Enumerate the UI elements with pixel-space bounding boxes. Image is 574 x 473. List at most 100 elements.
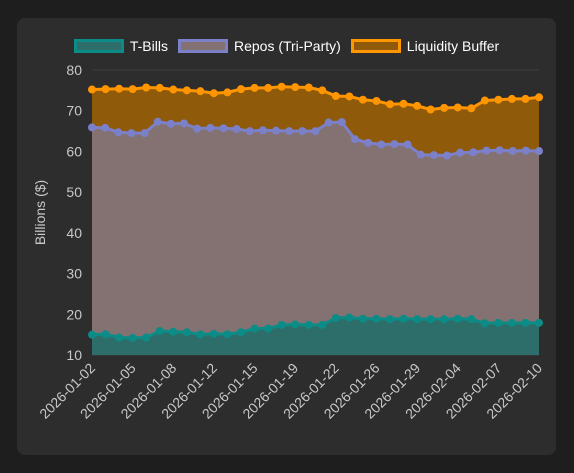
data-point (166, 119, 175, 128)
data-point (223, 88, 232, 97)
data-point (101, 85, 110, 94)
legend-item-liquidity-buffer[interactable]: Liquidity Buffer (350, 38, 499, 54)
legend-label-t-bills: T-Bills (129, 38, 168, 54)
data-point (196, 330, 205, 339)
data-point (372, 96, 381, 105)
data-point (223, 330, 232, 339)
area-1 (92, 121, 539, 338)
y-tick-label: 60 (66, 143, 82, 159)
data-point (440, 315, 449, 324)
data-point (237, 85, 245, 94)
data-point (469, 148, 478, 157)
data-point (291, 320, 300, 329)
data-point (304, 320, 313, 329)
legend-item-repos[interactable]: Repos (Tri-Party) (177, 38, 341, 54)
data-point (264, 83, 273, 92)
data-point (114, 128, 123, 137)
area-2 (92, 86, 539, 156)
data-point (372, 314, 381, 323)
data-point (386, 315, 394, 324)
data-point (467, 104, 476, 113)
data-point (115, 84, 124, 93)
data-point (399, 99, 408, 108)
data-point (426, 105, 435, 114)
data-point (140, 129, 149, 138)
data-point (209, 329, 218, 338)
legend-label-repos: Repos (Tri-Party) (233, 38, 341, 54)
data-point (413, 101, 422, 110)
data-point (101, 123, 110, 132)
legend-swatch-repos (177, 39, 228, 53)
data-point (318, 86, 327, 95)
data-point (285, 127, 294, 136)
data-point (153, 117, 162, 126)
data-point (88, 123, 96, 132)
y-tick-label: 40 (66, 225, 82, 241)
data-point (494, 318, 503, 327)
data-point (482, 146, 491, 155)
data-point (298, 127, 307, 136)
data-point (456, 148, 465, 157)
data-point (331, 92, 340, 101)
y-tick-label: 20 (66, 306, 82, 322)
data-point (115, 333, 124, 342)
data-point (250, 83, 259, 92)
data-point (232, 125, 241, 134)
data-point (182, 86, 191, 95)
data-point (237, 328, 245, 337)
data-point (494, 95, 503, 104)
y-tick-label: 80 (66, 62, 82, 78)
data-point (507, 318, 516, 327)
data-point (318, 320, 327, 329)
data-point (535, 93, 543, 102)
data-point (429, 151, 438, 160)
data-point (142, 333, 151, 342)
data-point (350, 135, 359, 144)
y-tick-label: 10 (66, 347, 82, 363)
data-point (206, 123, 215, 132)
data-point (209, 89, 218, 98)
series-line-2 (91, 85, 540, 111)
data-point (245, 127, 254, 136)
data-point (264, 324, 273, 333)
data-point (453, 103, 462, 112)
data-point (521, 318, 530, 327)
area-0 (92, 317, 539, 355)
data-point (390, 140, 399, 149)
data-point (403, 140, 412, 149)
legend-swatch-t-bills (73, 39, 124, 53)
data-point (258, 126, 267, 135)
data-point (304, 83, 313, 92)
data-point (101, 330, 110, 339)
data-point (324, 118, 333, 127)
legend-swatch-liquidity-buffer (350, 39, 401, 53)
data-point (521, 146, 530, 155)
legend-item-t-bills[interactable]: T-Bills (73, 38, 168, 54)
data-point (128, 85, 137, 94)
data-point (219, 124, 228, 133)
data-point (416, 150, 425, 159)
data-point (128, 333, 137, 342)
data-point (345, 92, 354, 101)
data-point (358, 314, 367, 323)
data-point (277, 82, 286, 91)
data-point (480, 319, 489, 328)
data-point (155, 326, 164, 335)
legend: T-Bills Repos (Tri-Party) Liquidity Buff… (17, 38, 556, 54)
data-point (142, 83, 151, 92)
data-point (426, 315, 435, 324)
chart-card: T-Bills Repos (Tri-Party) Liquidity Buff… (17, 18, 556, 455)
data-point (364, 138, 373, 147)
data-point (495, 146, 504, 155)
data-point (413, 315, 422, 324)
data-point (480, 96, 489, 105)
data-point (180, 119, 189, 128)
data-point (311, 127, 320, 136)
data-point (453, 314, 462, 323)
data-point (507, 94, 516, 103)
data-point (250, 324, 259, 333)
data-point (272, 126, 281, 135)
data-point (521, 94, 530, 103)
y-tick-label: 50 (66, 184, 82, 200)
